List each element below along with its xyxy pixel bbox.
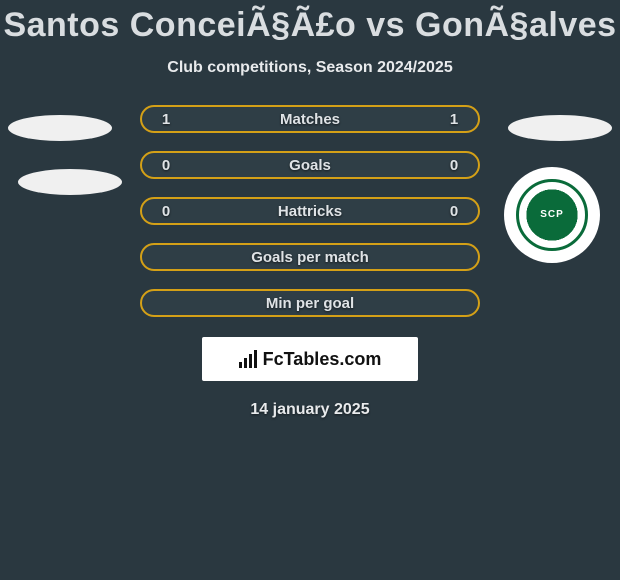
player-right-placeholder-1: [508, 115, 612, 141]
stat-left-value: 1: [156, 111, 176, 128]
page-title: Santos ConceiÃ§Ã£o vs GonÃ§alves: [0, 0, 620, 45]
club-badge-inner: SCP: [516, 179, 588, 251]
comparison-content: SCP 1Matches10Goals00Hattricks0Goals per…: [0, 105, 620, 419]
stat-rows: 1Matches10Goals00Hattricks0Goals per mat…: [140, 105, 480, 317]
badge-abbr: SCP: [540, 210, 564, 220]
stat-left-value: 0: [156, 157, 176, 174]
stat-right-value: 0: [444, 203, 464, 220]
subtitle: Club competitions, Season 2024/2025: [0, 59, 620, 77]
player-left-placeholder-1: [8, 115, 112, 141]
stat-row: 0Hattricks0: [140, 197, 480, 225]
stat-label: Min per goal: [176, 295, 444, 312]
stat-label: Matches: [176, 111, 444, 128]
stat-row: Min per goal: [140, 289, 480, 317]
player-left-placeholder-2: [18, 169, 122, 195]
stat-row: 0Goals0: [140, 151, 480, 179]
stat-right-value: 0: [444, 157, 464, 174]
club-badge: SCP: [504, 167, 600, 263]
stat-row: Goals per match: [140, 243, 480, 271]
stat-label: Goals: [176, 157, 444, 174]
stat-row: 1Matches1: [140, 105, 480, 133]
stat-label: Goals per match: [176, 249, 444, 266]
site-logo: FcTables.com: [202, 337, 418, 381]
stat-left-value: 0: [156, 203, 176, 220]
date-label: 14 january 2025: [0, 401, 620, 419]
stat-label: Hattricks: [176, 203, 444, 220]
site-logo-text: FcTables.com: [263, 349, 382, 370]
stat-right-value: 1: [444, 111, 464, 128]
chart-icon: [239, 350, 257, 368]
